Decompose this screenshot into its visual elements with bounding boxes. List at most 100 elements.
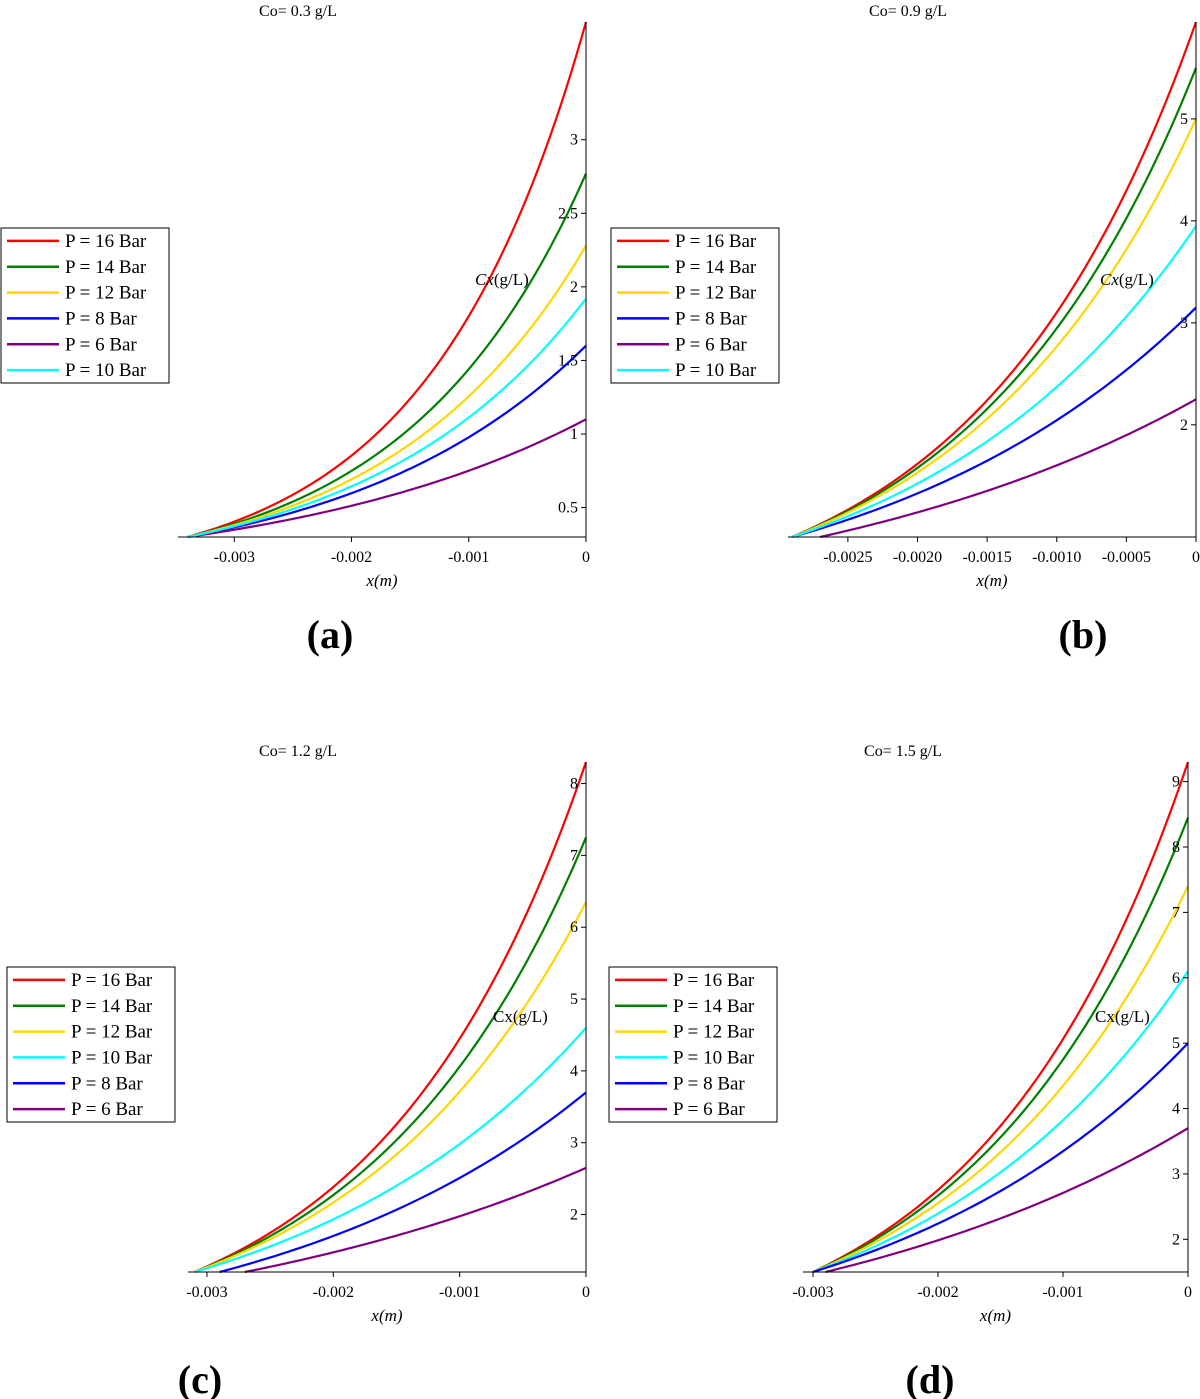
y-tick-label: 5	[1180, 111, 1188, 128]
x-axis-label: x(m)	[370, 1306, 402, 1325]
y-tick-label: 6	[570, 919, 578, 936]
chart-title: Co= 1.2 g/L	[259, 743, 337, 760]
legend: P = 16 Bar P = 14 Bar P = 12 Bar P = 10 Bar…	[6, 966, 176, 1123]
legend-entry: P = 14 Bar	[71, 996, 153, 1017]
legend: P = 16 Bar P = 14 Bar P = 12 Bar P = 8 Bar P…	[0, 227, 170, 384]
x-tick-label: 0	[1184, 1284, 1192, 1301]
y-axis-label: Cx(g/L)	[1100, 270, 1154, 289]
y-axis-label: Cx(g/L)	[1095, 1007, 1150, 1026]
panel-label: (b)	[1059, 612, 1108, 657]
y-tick-label: 6	[1172, 970, 1180, 987]
y-tick-label: 1	[570, 426, 578, 443]
legend-entry: P = 16 Bar	[65, 231, 147, 252]
series-line-16-bar	[791, 21, 1198, 539]
series-line-8-bar	[791, 306, 1197, 539]
x-tick-label: -0.001	[448, 549, 489, 566]
y-tick-label: 9	[1172, 774, 1180, 791]
y-tick-label: 4	[570, 1063, 578, 1080]
legend-entry: P = 8 Bar	[675, 308, 747, 329]
y-tick-label: 7	[570, 847, 578, 864]
panel-a: Co= 0.3 g/L -0.003 -0.002 -0.001 0 0.5 1 1.5 2 2.…	[0, 3, 590, 657]
x-tick-label: -0.0025	[823, 549, 872, 566]
legend-entry: P = 14 Bar	[65, 257, 147, 278]
series-line-14-bar	[193, 836, 588, 1274]
x-tick-label: -0.0015	[962, 549, 1011, 566]
x-tick-label: -0.003	[792, 1284, 833, 1301]
legend-entry: P = 16 Bar	[675, 231, 757, 252]
legend-entry: P = 12 Bar	[673, 1022, 755, 1043]
series-line-16-bar	[812, 761, 1190, 1273]
x-tick-label: -0.003	[214, 549, 255, 566]
y-tick-label: 5	[570, 991, 578, 1008]
legend-entry: P = 8 Bar	[71, 1073, 143, 1094]
series-line-6-bar	[244, 1166, 587, 1274]
panel-label: (d)	[906, 1357, 955, 1399]
series-line-10-bar	[187, 297, 587, 539]
series-line-10-bar	[194, 1027, 587, 1274]
series-line-8-bar	[812, 1042, 1189, 1274]
series-line-12-bar	[193, 901, 587, 1274]
x-tick-label: -0.002	[331, 549, 372, 566]
y-tick-label: 2	[1180, 417, 1188, 434]
series-line-8-bar	[187, 344, 587, 539]
x-tick-label: -0.001	[1042, 1284, 1083, 1301]
y-tick-label: 4	[1172, 1101, 1180, 1118]
y-tick-label: 5	[1172, 1035, 1180, 1052]
legend-entry: P = 12 Bar	[675, 283, 757, 304]
x-tick-label: 0	[582, 549, 590, 566]
panel-label: (a)	[307, 612, 354, 657]
legend-entry: P = 12 Bar	[65, 283, 147, 304]
series-line-14-bar	[812, 817, 1190, 1274]
legend-entry: P = 10 Bar	[675, 360, 757, 381]
legend-entry: P = 8 Bar	[65, 308, 137, 329]
series-line-6-bar	[187, 418, 587, 539]
y-tick-label: 8	[1172, 839, 1180, 856]
legend-entry: P = 12 Bar	[71, 1022, 153, 1043]
chart-title: Co= 0.3 g/L	[259, 3, 337, 20]
series-line-6-bar	[819, 398, 1197, 539]
panel-b: Co= 0.9 g/L -0.0025 -0.0020 -0.0015 -0.0010 -…	[610, 3, 1200, 657]
series-line-6-bar	[825, 1127, 1189, 1274]
y-tick-label: 3	[1180, 315, 1188, 332]
chart-title: Co= 1.5 g/L	[864, 743, 942, 760]
legend-box	[6, 966, 176, 1123]
legend-entry: P = 6 Bar	[675, 334, 747, 355]
x-axis-label: x(m)	[979, 1306, 1011, 1325]
legend: P = 16 Bar P = 14 Bar P = 12 Bar P = 8 Bar P…	[610, 227, 780, 384]
y-tick-label: 2.5	[558, 205, 578, 222]
legend-entry: P = 14 Bar	[673, 996, 755, 1017]
x-tick-label: -0.001	[439, 1284, 480, 1301]
y-tick-label: 8	[570, 776, 578, 793]
y-tick-label: 3	[570, 132, 578, 149]
series-line-12-bar	[791, 118, 1197, 539]
y-axis-label: Cx(g/L)	[475, 270, 529, 289]
legend-entry: P = 6 Bar	[65, 334, 137, 355]
y-tick-label: 7	[1172, 904, 1180, 921]
x-tick-label: 0	[582, 1284, 590, 1301]
y-tick-label: 3	[570, 1135, 578, 1152]
series-line-12-bar	[812, 885, 1189, 1274]
x-tick-label: -0.0010	[1032, 549, 1081, 566]
y-tick-label: 0.5	[558, 500, 578, 517]
x-axis-label: x(m)	[975, 571, 1007, 590]
y-tick-label: 1.5	[558, 352, 578, 369]
panel-d: Co= 1.5 g/L -0.003 -0.002 -0.001 0 2 3 4 5 6 7 8 9 x(…	[608, 743, 1192, 1399]
chart-title: Co= 0.9 g/L	[869, 3, 947, 20]
legend-box	[608, 966, 778, 1123]
legend-entry: P = 16 Bar	[673, 970, 755, 991]
x-tick-label: -0.0005	[1102, 549, 1151, 566]
y-axis-label: Cx(g/L)	[493, 1007, 548, 1026]
x-tick-label: -0.003	[186, 1284, 227, 1301]
legend-entry: P = 16 Bar	[71, 970, 153, 991]
y-tick-label: 2	[570, 1207, 578, 1224]
legend-entry: P = 10 Bar	[673, 1047, 755, 1068]
series-line-16-bar	[193, 761, 588, 1274]
legend-box	[0, 227, 170, 384]
series-line-10-bar	[812, 970, 1189, 1274]
y-tick-label: 4	[1180, 213, 1188, 230]
legend-entry: P = 6 Bar	[71, 1099, 143, 1120]
series-line-12-bar	[187, 245, 587, 539]
legend-entry: P = 8 Bar	[673, 1073, 745, 1094]
legend-entry: P = 10 Bar	[65, 360, 147, 381]
